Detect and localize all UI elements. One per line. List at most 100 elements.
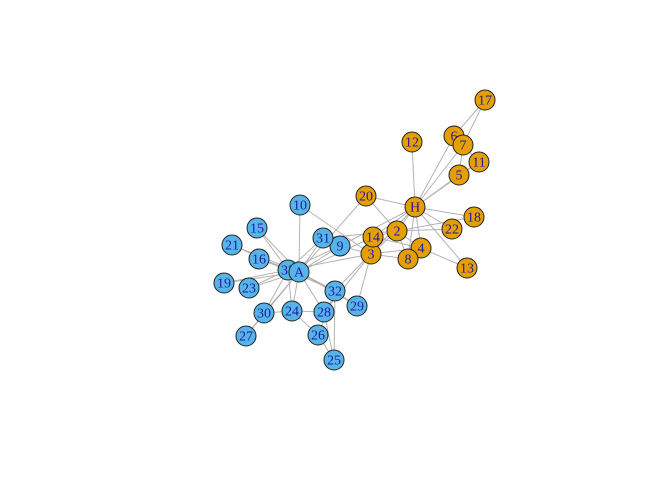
nodes-layer: H23 4567891011121314151617181920212223242… [213,89,496,371]
node-16: 16 [248,248,270,270]
node-32: 32 [324,280,346,302]
node-label: 20 [359,190,373,205]
node-circle [221,234,243,256]
node-circle [238,277,260,299]
node-25: 25 [323,349,345,371]
node-circle [397,248,419,270]
node-label: 6 [451,130,458,145]
node-label: 24 [285,305,299,320]
node-label: 23 [242,282,256,297]
node-label: 16 [252,253,266,268]
node-circle [288,261,310,283]
node-label: 11 [472,156,485,171]
node-circle [323,349,345,371]
edge-10-A [298,204,301,273]
node-circle [289,194,311,216]
node-label: 14 [366,231,380,246]
node-circle [307,324,329,346]
node-label: 5 [456,169,463,184]
node-8: 8 [397,248,419,270]
node-circle [441,218,463,240]
node-label: 22 [445,223,459,238]
node-label: 25 [327,354,341,369]
node-label: 13 [460,262,474,277]
node-circle [253,302,275,324]
node-label: 4 [418,242,425,257]
node-17: 17 [474,89,496,111]
node-label: 32 [328,285,342,300]
node-label: 2 [394,225,401,240]
node-label: 18 [467,211,481,226]
node-label: 17 [478,94,492,109]
node-circle [246,217,268,239]
node-7: 7 [452,134,474,156]
node-label: 26 [311,329,325,344]
node-11: 11 [468,151,490,173]
node-circle [474,89,496,111]
edge-25-32 [333,290,336,361]
node-H: H [404,196,426,218]
node-10: 10 [289,194,311,216]
node-circle [235,325,257,347]
node-circle [248,248,270,270]
node-label: H [410,201,420,216]
node-19: 19 [213,272,235,294]
edge-H-13 [414,206,468,269]
edge-H-9 [339,206,416,247]
node-circle [346,295,368,317]
node-circle [313,301,335,323]
node-circle [281,300,303,322]
node-label: 9 [337,240,344,255]
node-label: 7 [460,139,467,154]
edge-H-12 [411,141,416,208]
node-label: 19 [217,277,231,292]
node-circle [324,280,346,302]
node-circle [213,272,235,294]
node-13: 13 [456,257,478,279]
node-2: 2 [386,220,408,242]
node-circle [468,151,490,173]
node-26: 26 [307,324,329,346]
node-circle [312,227,334,249]
node-28: 28 [313,301,335,323]
node-label: 28 [317,306,331,321]
node-circle [452,134,474,156]
node-9: 9 [329,235,351,257]
node-18: 18 [463,206,485,228]
node-label: 30 [257,307,271,322]
node-label: 21 [225,239,239,254]
node-circle [362,226,384,248]
edge-H-6 [414,135,455,208]
node-circle [329,235,351,257]
node-circle [463,206,485,228]
node-A: A [288,261,310,283]
edge-19-33 [223,269,289,284]
node-label: 3 [368,248,375,263]
node-20: 20 [355,185,377,207]
node-circle [401,131,423,153]
edge-3-28 [323,253,372,313]
node-label: 29 [350,300,364,315]
node-circle [448,164,470,186]
node-circle [456,257,478,279]
node-23: 23 [238,277,260,299]
node-30: 30 [253,302,275,324]
node-5: 5 [448,164,470,186]
node-31: 31 [312,227,334,249]
node-12: 12 [401,131,423,153]
node-22: 22 [441,218,463,240]
node-circle [355,185,377,207]
node-14: 14 [362,226,384,248]
edge-3-10 [299,204,372,255]
node-label: 27 [239,330,253,345]
edge-H-7 [414,144,464,208]
node-label: 8 [405,253,412,268]
node-circle [404,196,426,218]
node-15: 15 [246,217,268,239]
node-label: A [294,266,305,281]
node-24: 24 [281,300,303,322]
node-label: 12 [405,136,419,151]
node-label: 31 [316,232,330,247]
